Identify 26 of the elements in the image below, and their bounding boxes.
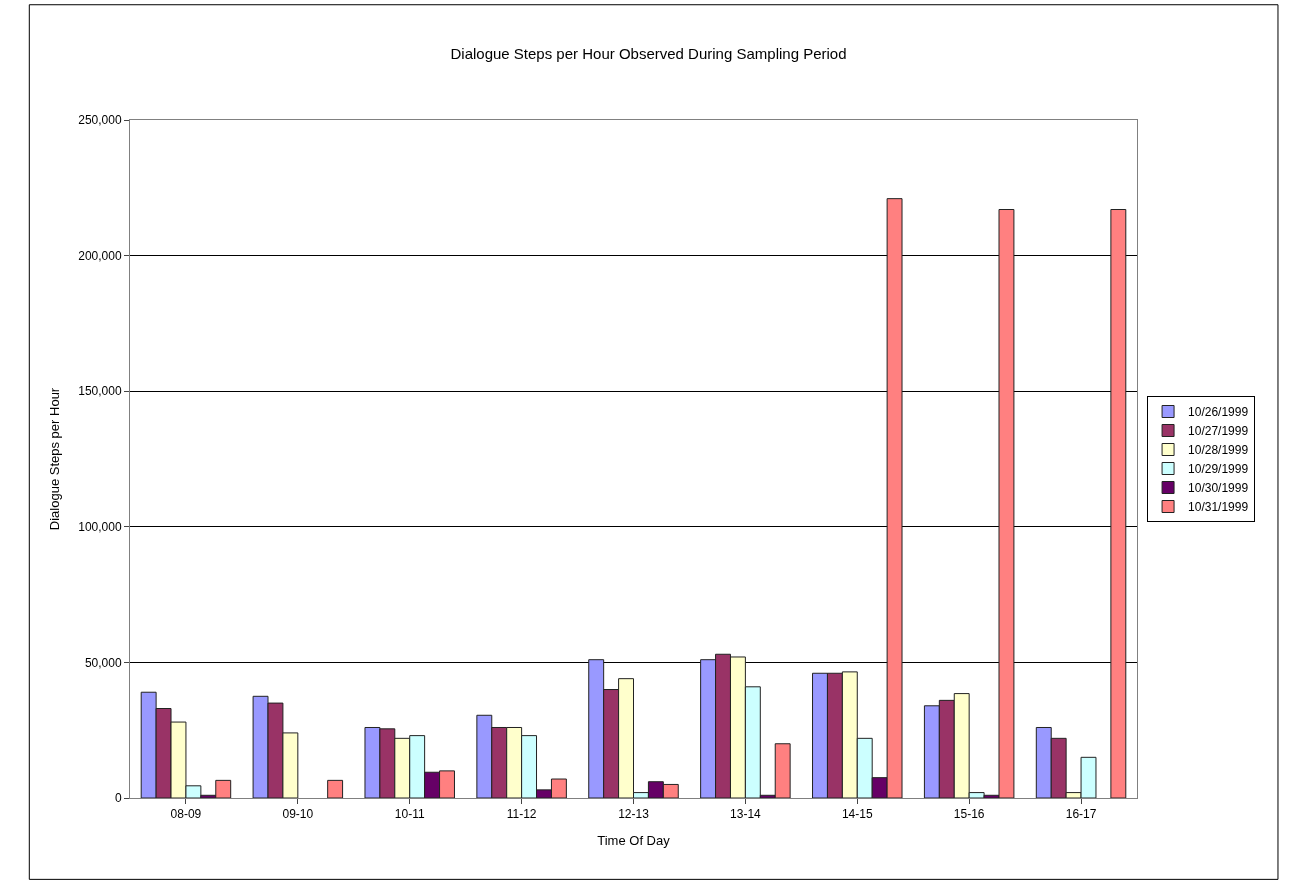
x-tick-label: 11-12 — [506, 807, 537, 822]
y-tick-label: 250,000 — [78, 113, 122, 128]
chart-title: Dialogue Steps per Hour Observed During Sampling Period — [450, 45, 847, 63]
y-tick-label: 150,000 — [78, 384, 122, 399]
legend-label: 10/31/1999 — [1188, 500, 1249, 515]
legend-label: 10/26/1999 — [1188, 405, 1249, 420]
x-tick-label: 16-17 — [1065, 807, 1097, 822]
bar — [1110, 209, 1127, 798]
x-tick-label: 12-13 — [618, 807, 650, 822]
x-tick-label: 14-15 — [841, 807, 873, 822]
y-tick-label: 0 — [114, 791, 122, 806]
x-tick-label: 10-11 — [394, 807, 425, 822]
legend-label: 10/27/1999 — [1188, 424, 1249, 439]
x-tick-label: 15-16 — [953, 807, 985, 822]
legend-label: 10/28/1999 — [1188, 443, 1249, 458]
x-tick-label: 09-10 — [282, 807, 314, 822]
legend-label: 10/29/1999 — [1188, 462, 1249, 477]
x-axis-title: Time Of Day — [597, 833, 671, 848]
x-tick-label: 08-09 — [170, 807, 202, 822]
y-tick-label: 100,000 — [78, 520, 122, 534]
bar — [327, 779, 344, 798]
legend-label: 10/30/1999 — [1188, 481, 1249, 496]
y-tick-label: 50,000 — [84, 655, 122, 670]
y-tick-label: 200,000 — [78, 248, 122, 263]
x-tick-label: 13-14 — [730, 807, 762, 822]
y-axis-title: Dialogue Steps per Hour — [47, 387, 63, 531]
